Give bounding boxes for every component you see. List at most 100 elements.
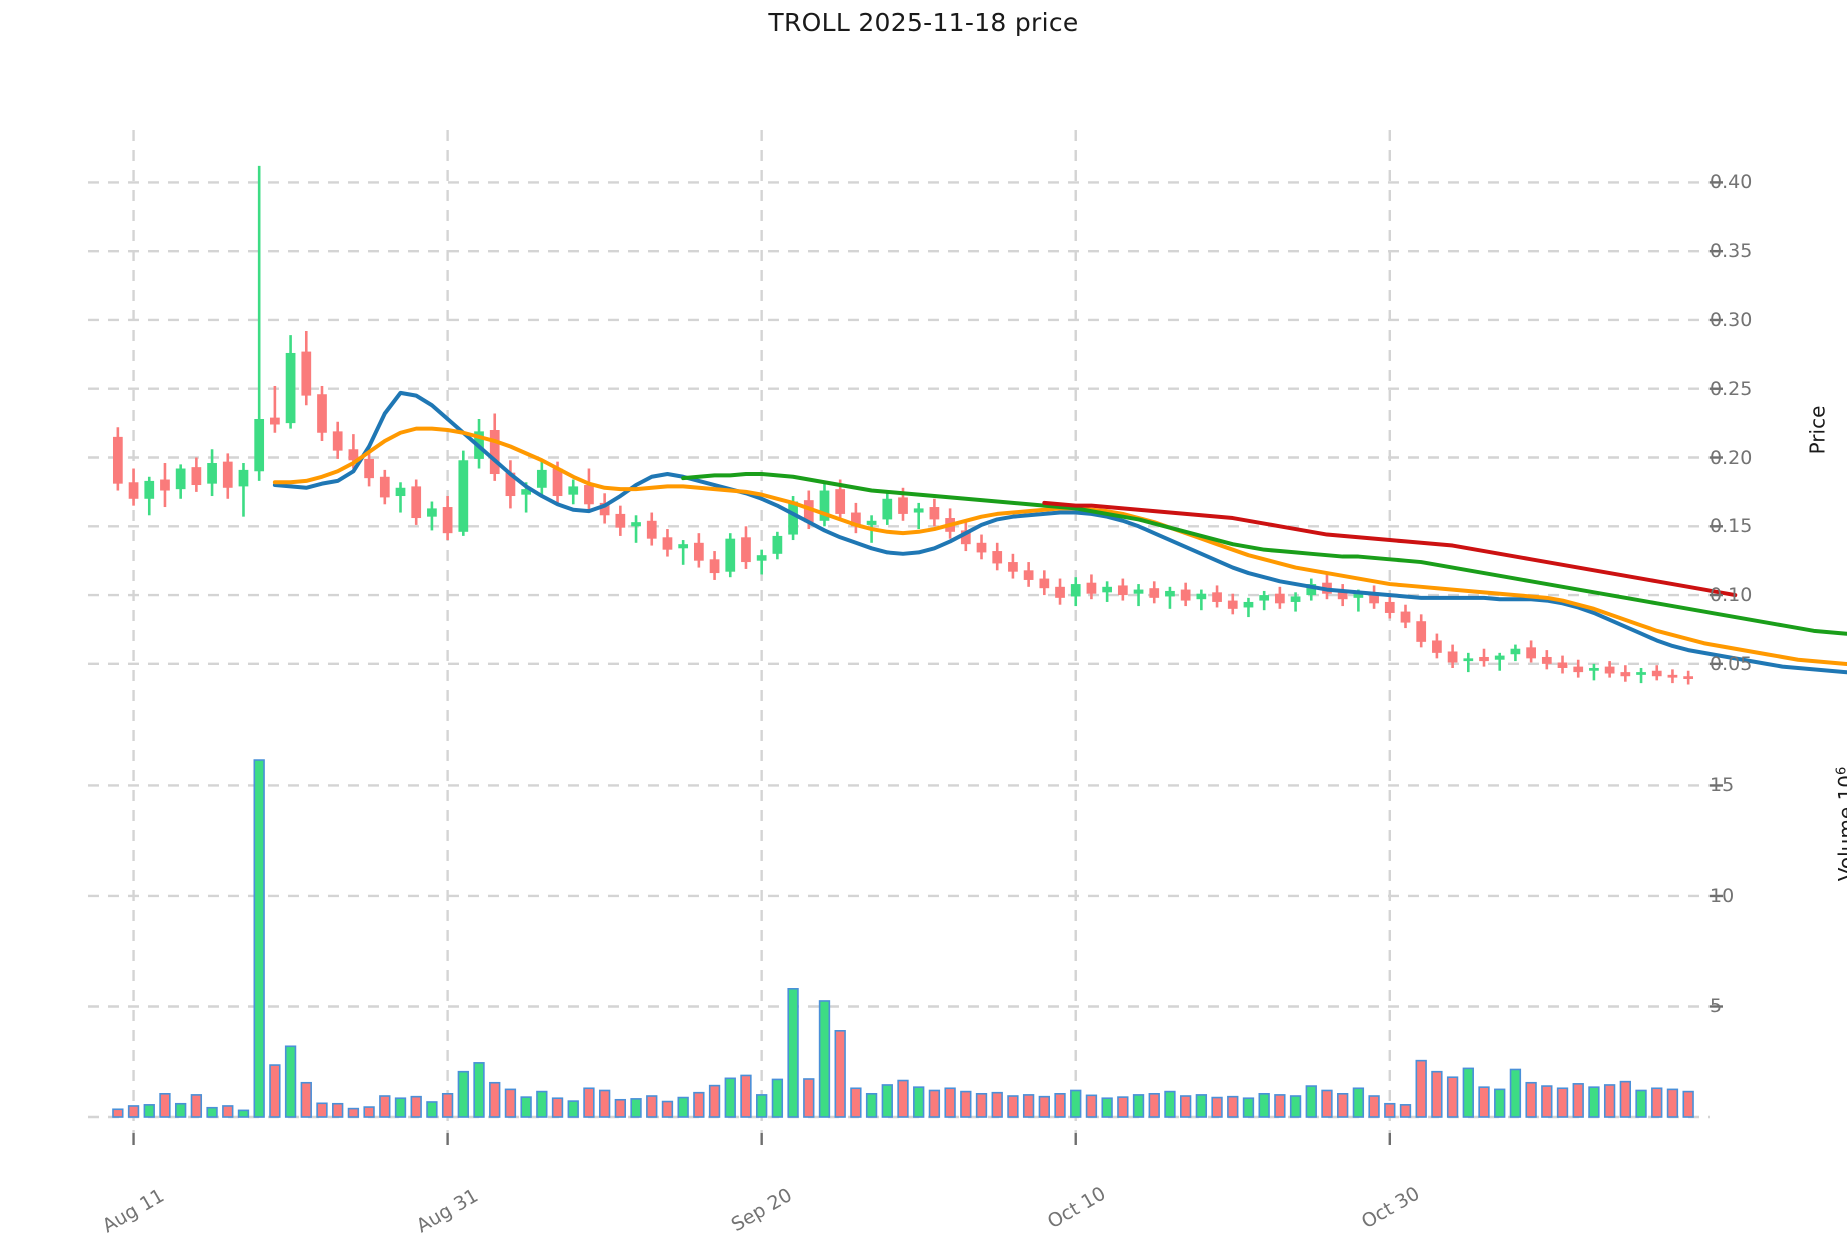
volume-bar (1478, 1086, 1490, 1118)
volume-bar (473, 1062, 485, 1118)
candle-body (882, 498, 893, 520)
candle-body (1290, 596, 1301, 602)
volume-bar (1211, 1096, 1223, 1118)
volume-bar (237, 1109, 250, 1118)
ma-line (1042, 500, 1738, 598)
candle-body (1117, 585, 1128, 596)
candle-body (1589, 667, 1599, 671)
candle-body (1494, 655, 1505, 660)
volume-bar (284, 1045, 297, 1118)
candle-body (332, 431, 343, 451)
volume-bar (347, 1107, 360, 1118)
candle-body (144, 480, 155, 499)
candle-body (489, 430, 500, 475)
candle-body (175, 468, 186, 490)
volume-bar (1117, 1096, 1129, 1118)
volume-bar (1509, 1068, 1522, 1118)
candle-body (662, 537, 673, 550)
candle-body (1683, 676, 1694, 679)
candle-body (238, 469, 249, 487)
ma-line (681, 472, 1847, 636)
candle-body (270, 417, 280, 425)
candle-body (301, 351, 312, 396)
candle-body (348, 449, 359, 461)
candle-body (960, 530, 971, 545)
volume-bar (975, 1092, 988, 1118)
candle-body (1008, 562, 1018, 572)
volume-bar (253, 759, 265, 1118)
volume-bar (1462, 1067, 1474, 1118)
volume-bar (677, 1096, 689, 1118)
candle-body (678, 544, 689, 549)
candle-body (1212, 592, 1222, 602)
volume-bar (661, 1100, 674, 1118)
volume-bar (1682, 1090, 1694, 1118)
volume-bar (1054, 1092, 1066, 1118)
axis-ticks (132, 181, 1723, 1145)
candle-body (1620, 672, 1631, 677)
chart-canvas (88, 130, 1847, 1145)
volume-bar (1148, 1092, 1160, 1118)
volume-bar (1399, 1104, 1412, 1118)
candle-body (1133, 589, 1144, 594)
volume-bar (1085, 1094, 1098, 1118)
volume-bar (159, 1092, 171, 1118)
candle-body (1102, 586, 1113, 593)
candle-body (379, 476, 390, 498)
volume-bar (551, 1097, 564, 1118)
candle-body (1384, 601, 1395, 613)
volume-bar (724, 1077, 736, 1118)
candle-body (866, 520, 877, 525)
candle-body (222, 461, 233, 488)
volume-bar (112, 1108, 124, 1118)
volume-bar (1179, 1095, 1192, 1118)
volume-bar (536, 1090, 548, 1118)
volume-bar (1195, 1094, 1208, 1118)
volume-bar (1242, 1097, 1255, 1118)
candle-body (1526, 647, 1536, 659)
chart-title: TROLL 2025-11-18 price (768, 8, 1079, 37)
candle-body (1337, 592, 1348, 600)
candle-body (458, 460, 469, 532)
candle-body (1636, 672, 1646, 675)
candle-body (285, 352, 296, 424)
volume-bar (960, 1090, 972, 1118)
volume-bar (504, 1088, 517, 1118)
volume-bar (1132, 1094, 1145, 1118)
volume-bar (1556, 1087, 1569, 1118)
candle-body (898, 497, 908, 514)
candle-body (772, 535, 783, 554)
candle-body (1651, 670, 1662, 677)
candle-body (1039, 578, 1050, 589)
volume-bar (1164, 1090, 1176, 1118)
volume-bar (787, 988, 799, 1118)
volume-bar (740, 1074, 752, 1118)
volume-bar (1666, 1088, 1679, 1118)
candle-body (1667, 674, 1678, 678)
price-tick-label: 0.30 (1710, 308, 1753, 331)
volume-bar (1289, 1095, 1302, 1118)
volume-bars (112, 759, 1694, 1118)
candle-body (364, 458, 374, 479)
candle-body (756, 555, 767, 561)
candle-body (568, 486, 579, 495)
candle-body (599, 502, 610, 516)
volume-bar (614, 1098, 627, 1118)
candle-body (584, 485, 594, 505)
candle-body (741, 537, 751, 563)
volume-bar (1305, 1085, 1317, 1118)
price-tick-label: 0.05 (1710, 652, 1753, 675)
candle-body (929, 507, 940, 520)
volume-bar (300, 1081, 312, 1118)
candle-body (1557, 662, 1568, 668)
candle-body (536, 469, 547, 488)
price-tick-label: 0.25 (1710, 377, 1753, 400)
candle-body (411, 486, 422, 519)
volume-bar (379, 1095, 391, 1118)
volume-bar (1368, 1095, 1380, 1118)
candle-body (317, 394, 327, 433)
candle-body (552, 468, 563, 497)
candle-body (709, 559, 720, 574)
candle-body (427, 508, 437, 517)
candle-body (1055, 586, 1065, 598)
